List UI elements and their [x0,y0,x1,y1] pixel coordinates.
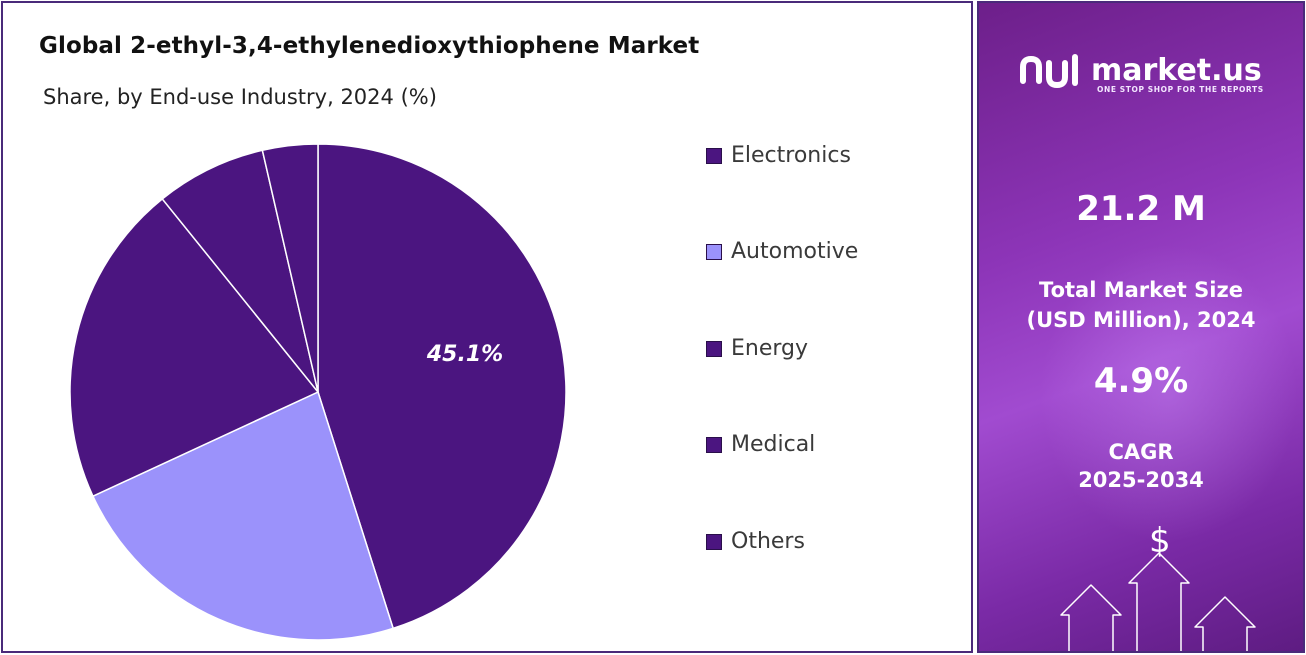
market-size-label-line2: (USD Million), 2024 [1026,308,1256,332]
legend-item-automotive: Automotive [706,239,858,264]
background-glow [1039,243,1299,543]
legend-label-automotive: Automotive [731,239,859,264]
chart-subtitle: Share, by End-use Industry, 2024 (%) [43,85,437,109]
legend-swatch-electronics [706,147,722,164]
cagr-value: 4.9% [1093,361,1189,401]
logo-icon [1020,54,1078,89]
pie-slice-electronics [317,143,567,630]
pie-slice-energy [69,197,320,498]
legend-item-electronics: Electronics [706,143,851,168]
chart-title: Global 2-ethyl-3,4-ethylenedioxythiophen… [39,33,700,59]
brand-logo: market.us [1019,51,1262,91]
logo-tagline: ONE STOP SHOP FOR THE REPORTS [1097,85,1264,94]
stats-panel: market.us ONE STOP SHOP FOR THE REPORTS … [977,1,1305,653]
cagr-label-line2: 2025-2034 [1078,468,1204,492]
market-size-label-line1: Total Market Size [1039,278,1243,302]
pie-chart: 45.1% [69,143,567,641]
legend-swatch-energy [706,340,722,357]
arrow-center-icon [1128,552,1190,651]
growth-arrows-icon [1060,552,1256,651]
legend-item-others: Others [706,529,805,554]
legend-item-medical: Medical [706,432,815,457]
pie-slice-medical [161,149,319,393]
market-size-value: 21.2 M [1076,189,1206,229]
legend-item-energy: Energy [706,336,808,361]
chart-panel: Global 2-ethyl-3,4-ethylenedioxythiophen… [1,1,973,653]
arrow-left-icon [1060,584,1122,651]
data-label-electronics: 45.1% [426,342,503,367]
legend-label-electronics: Electronics [731,143,851,168]
dollar-icon: $ [1149,521,1171,561]
legend-swatch-automotive [706,243,722,260]
pie-slice-others [261,143,319,393]
legend-label-energy: Energy [731,336,809,361]
logo-text: market.us [1091,53,1262,88]
legend-label-medical: Medical [731,432,816,457]
pie-slice-automotive [91,390,395,641]
cagr-label-line1: CAGR [1108,440,1174,464]
legend-swatch-others [706,533,722,550]
legend-swatch-medical [706,436,722,453]
legend-label-others: Others [731,529,805,554]
arrow-right-icon [1194,596,1256,651]
